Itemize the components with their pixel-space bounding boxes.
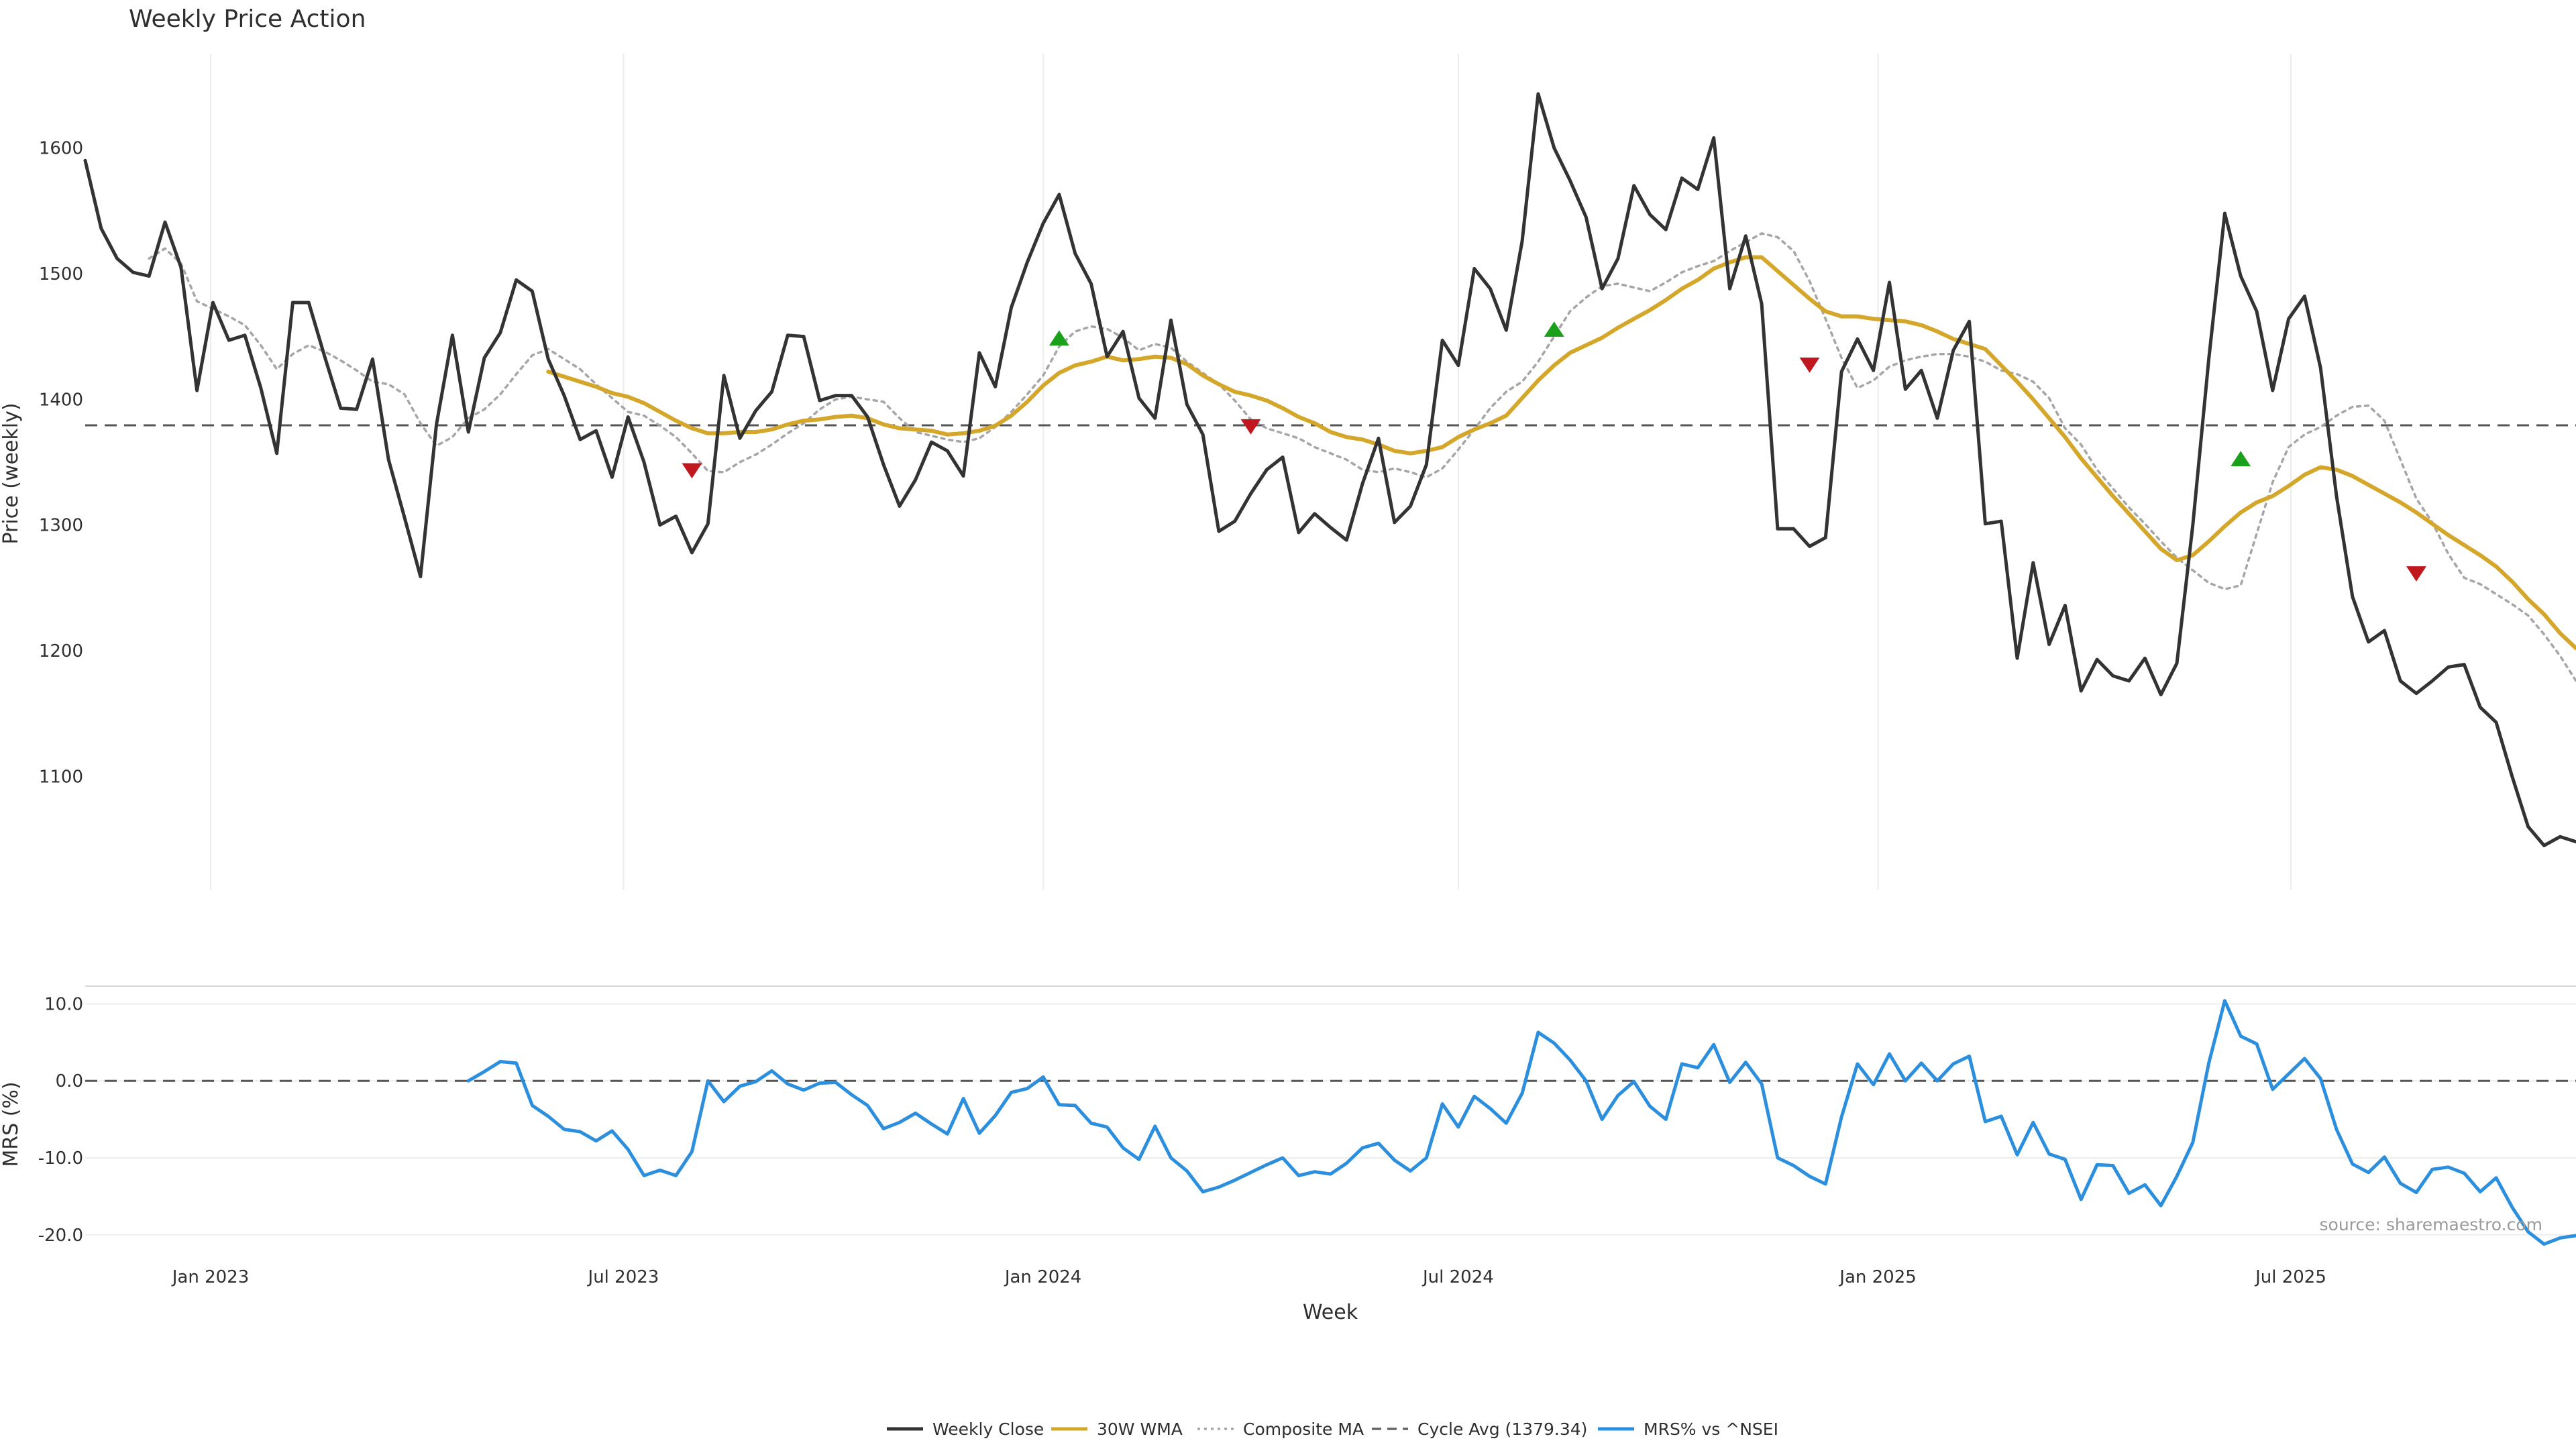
legend: Weekly Close 30W WMA Composite MA Cycle Avg… — [887, 1419, 1778, 1439]
sell-signal-marker — [2406, 566, 2426, 582]
source-label: source: sharemaestro.com — [2320, 1215, 2543, 1234]
chart-title: Weekly Price Action — [129, 5, 366, 33]
signal-markers — [682, 321, 2426, 582]
price-y-tick-label: 1500 — [39, 264, 83, 284]
mrs-y-tick-label: -20.0 — [38, 1226, 83, 1246]
buy-signal-marker — [1544, 321, 1564, 337]
legend-label: Composite MA — [1243, 1419, 1364, 1439]
legend-label: 30W WMA — [1097, 1419, 1183, 1439]
x-tick-label: Jul 2024 — [1421, 1267, 1494, 1287]
mrs-panel: MRS (%) 10.0 0.0 -10.0 -20.0 source: sharem… — [0, 985, 2576, 1246]
price-y-tick-label: 1200 — [39, 641, 83, 661]
x-tick-label: Jan 2025 — [1838, 1267, 1917, 1287]
price-y-ticks: 1100 1200 1300 1400 1500 1600 — [39, 139, 83, 788]
x-axis-ticks: Jan 2023 Jul 2023 Jan 2024 Jul 2024 Jan 2025… — [171, 1267, 2326, 1287]
legend-label: Cycle Avg (1379.34) — [1417, 1419, 1587, 1439]
mrs-series — [466, 999, 2576, 1246]
buy-signal-marker — [1049, 330, 1069, 346]
price-y-tick-label: 1100 — [39, 767, 83, 787]
mrs-y-tick-label: 0.0 — [56, 1071, 83, 1091]
legend-label: Weekly Close — [932, 1419, 1044, 1439]
x-axis-title: Week — [1303, 1301, 1358, 1324]
price-y-tick-label: 1600 — [39, 139, 83, 159]
price-series — [83, 92, 2576, 847]
mrs-gridlines — [85, 1003, 2576, 1236]
price-y-tick-label: 1300 — [39, 516, 83, 536]
x-tick-label: Jul 2023 — [587, 1267, 659, 1287]
sell-signal-marker — [1799, 358, 1820, 373]
x-tick-label: Jul 2025 — [2254, 1267, 2326, 1287]
buy-signal-marker — [2231, 451, 2251, 466]
sell-signal-marker — [1240, 419, 1261, 435]
mrs-y-axis-title: MRS (%) — [0, 1081, 23, 1167]
mrs-y-tick-label: -10.0 — [38, 1148, 83, 1169]
mrs-y-ticks: 10.0 0.0 -10.0 -20.0 — [38, 994, 83, 1245]
price-gridlines — [210, 54, 2292, 890]
x-tick-label: Jan 2024 — [1004, 1267, 1082, 1287]
weekly-close-series — [83, 92, 2576, 847]
x-tick-label: Jan 2023 — [171, 1267, 250, 1287]
legend-label: MRS% vs ^NSEI — [1644, 1419, 1778, 1439]
mrs-vs-nsei-series — [466, 999, 2576, 1246]
wma-30w-series — [546, 255, 2576, 651]
price-y-tick-label: 1400 — [39, 390, 83, 410]
sell-signal-marker — [682, 463, 702, 479]
mrs-y-tick-label: 10.0 — [44, 994, 83, 1014]
price-panel: Weekly Price Action Price (weekly) 11001… — [0, 5, 2576, 890]
composite-ma-series — [148, 232, 2576, 683]
price-y-axis-title: Price (weekly) — [0, 402, 23, 544]
